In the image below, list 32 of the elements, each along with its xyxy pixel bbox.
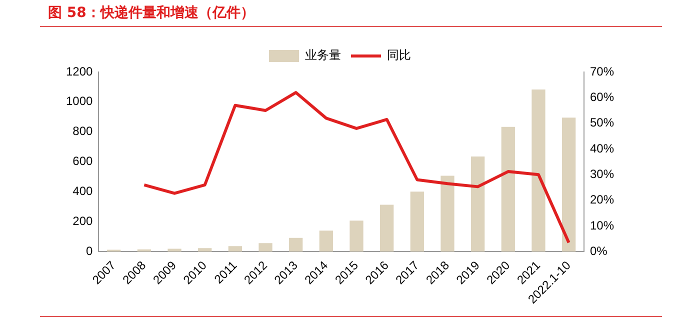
y-tick-label: 400 — [72, 184, 94, 198]
bar — [471, 156, 485, 252]
bar — [228, 246, 242, 252]
bar — [289, 238, 303, 252]
bar — [440, 176, 454, 252]
chart-title: 图 58：快递件量和增速（亿件） — [48, 4, 254, 22]
bar — [501, 126, 515, 252]
y-tick-label: 200 — [72, 214, 94, 228]
y-tick-label: 600 — [72, 154, 94, 168]
y2-tick-label: 30% — [590, 166, 614, 181]
y-tick-label: 1200 — [66, 64, 94, 78]
legend-label: 同比 — [387, 48, 411, 62]
bar — [532, 90, 546, 252]
bar — [350, 220, 364, 252]
y2-tick-label: 40% — [590, 141, 614, 156]
y-tick-label: 800 — [72, 124, 94, 138]
bar — [319, 230, 333, 252]
y2-tick-label: 0% — [590, 244, 608, 258]
y2-tick-label: 10% — [590, 218, 614, 232]
y2-tick-label: 20% — [590, 192, 614, 207]
bar — [258, 243, 272, 252]
y-tick-label: 0 — [86, 244, 94, 258]
bar — [198, 248, 212, 252]
y2-tick-label: 50% — [590, 116, 614, 130]
bar — [410, 192, 424, 252]
bar — [562, 118, 576, 252]
y2-tick-label: 60% — [590, 90, 614, 104]
bar — [380, 204, 394, 252]
legend-label: 业务量 — [305, 48, 341, 62]
y-tick-label: 1000 — [66, 94, 94, 108]
bar — [168, 248, 182, 252]
y2-tick-label: 70% — [590, 64, 614, 78]
